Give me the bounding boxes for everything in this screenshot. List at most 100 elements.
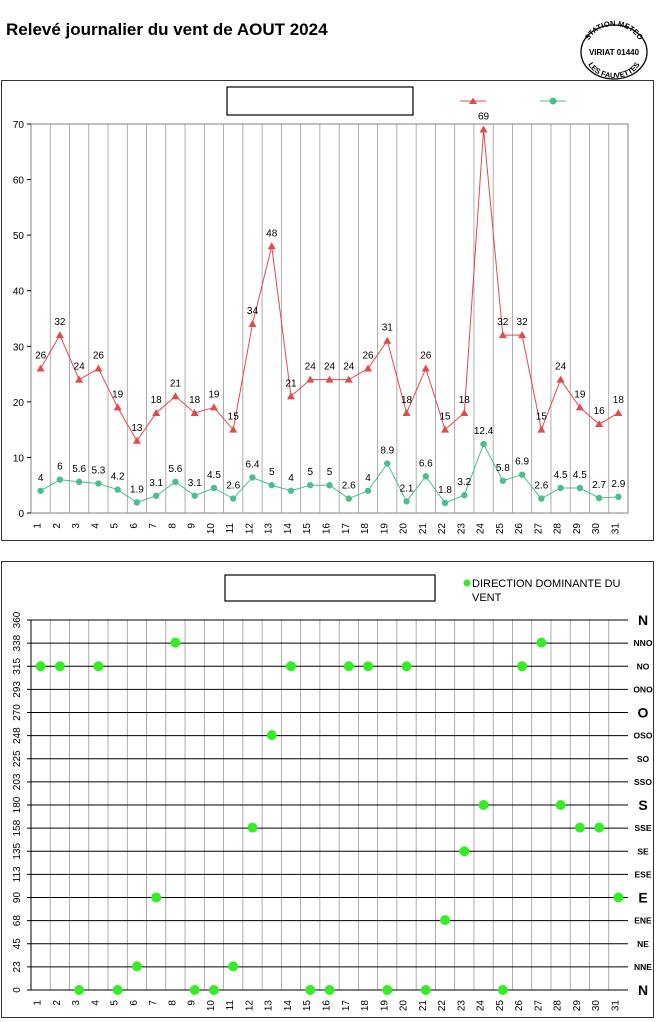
gust-data-label: 32 bbox=[54, 317, 66, 328]
mean-wind-data-label: 2.6 bbox=[342, 481, 356, 492]
gust-point bbox=[267, 242, 276, 250]
mean-wind-data-label: 6.9 bbox=[515, 457, 529, 468]
x-tick-label: 8 bbox=[167, 1000, 178, 1006]
gust-point bbox=[556, 375, 565, 383]
gust-point bbox=[94, 364, 103, 372]
x-tick-label: 5 bbox=[110, 1000, 121, 1006]
mean-wind-data-label: 5.6 bbox=[168, 464, 182, 475]
y-tick-label: 315 bbox=[12, 657, 23, 674]
y-tick-label: 225 bbox=[12, 750, 23, 767]
stamp-line1: STATION METEO bbox=[583, 19, 645, 42]
gust-data-label: 34 bbox=[247, 306, 259, 317]
x-tick-label: 22 bbox=[437, 523, 448, 535]
direction-point bbox=[459, 846, 470, 857]
x-tick-label: 13 bbox=[264, 1000, 275, 1012]
mean-wind-point bbox=[75, 478, 83, 486]
x-tick-label: 13 bbox=[264, 523, 275, 535]
page-title: Relevé journalier du vent de AOUT 2024 bbox=[6, 20, 328, 39]
gust-point bbox=[421, 364, 430, 372]
x-tick-label: 31 bbox=[610, 523, 621, 535]
compass-label: O bbox=[638, 705, 649, 721]
y-tick-label: 270 bbox=[12, 704, 23, 721]
x-tick-label: 19 bbox=[379, 523, 390, 535]
gust-data-label: 26 bbox=[35, 351, 47, 362]
x-tick-label: 17 bbox=[341, 523, 352, 535]
gust-point bbox=[325, 375, 334, 383]
compass-label: OSO bbox=[634, 731, 653, 741]
mean-wind-data-label: 3.1 bbox=[149, 478, 163, 489]
mean-wind-data-label: 1.9 bbox=[130, 484, 144, 495]
y-tick-label: 338 bbox=[12, 634, 23, 651]
y-tick-label: 293 bbox=[12, 681, 23, 698]
gust-data-label: 19 bbox=[208, 389, 220, 400]
x-tick-label: 9 bbox=[187, 1000, 198, 1006]
chart-title-box bbox=[224, 574, 436, 602]
direction-point bbox=[208, 985, 219, 995]
gust-point bbox=[575, 403, 584, 411]
compass-label: ESE bbox=[634, 869, 651, 879]
mean-wind-point bbox=[441, 499, 449, 507]
direction-point bbox=[382, 985, 393, 995]
direction-point bbox=[517, 661, 528, 672]
direction-point bbox=[324, 985, 335, 995]
mean-wind-point bbox=[56, 476, 64, 483]
gust-data-label: 21 bbox=[170, 378, 182, 389]
mean-wind-point bbox=[403, 498, 410, 505]
gust-point bbox=[75, 375, 84, 383]
gust-point bbox=[364, 364, 373, 372]
direction-point bbox=[151, 892, 162, 903]
gust-data-label: 31 bbox=[382, 323, 394, 334]
direction-point bbox=[343, 661, 354, 672]
compass-label: NNO bbox=[634, 638, 653, 648]
mean-wind-point bbox=[595, 494, 603, 502]
x-tick-label: 2 bbox=[52, 1000, 63, 1006]
mean-wind-data-label: 1.8 bbox=[438, 485, 452, 496]
y-tick-label: 30 bbox=[13, 342, 25, 353]
gust-point bbox=[537, 425, 546, 433]
x-tick-label: 24 bbox=[476, 523, 487, 535]
gust-point bbox=[209, 403, 218, 411]
mean-wind-point bbox=[37, 487, 44, 494]
mean-wind-data-label: 4.5 bbox=[554, 470, 568, 481]
compass-label: SE bbox=[637, 846, 649, 856]
x-tick-label: 24 bbox=[476, 1000, 487, 1012]
y-tick-label: 248 bbox=[12, 727, 23, 744]
mean-wind-point bbox=[557, 484, 564, 492]
x-tick-label: 16 bbox=[322, 523, 333, 535]
direction-point bbox=[54, 661, 65, 672]
direction-point bbox=[574, 822, 585, 833]
gust-data-label: 18 bbox=[613, 395, 625, 406]
gust-point bbox=[344, 375, 353, 383]
x-tick-label: 20 bbox=[399, 523, 410, 535]
compass-label: E bbox=[638, 890, 647, 906]
compass-label: S bbox=[638, 797, 647, 813]
mean-wind-data-label: 2.9 bbox=[611, 479, 625, 490]
y-tick-label: 360 bbox=[12, 611, 23, 628]
y-tick-label: 45 bbox=[12, 938, 23, 950]
mean-wind-data-label: 8.9 bbox=[380, 446, 394, 457]
mean-wind-point bbox=[268, 482, 275, 489]
x-tick-label: 25 bbox=[495, 1000, 506, 1012]
direction-point bbox=[305, 985, 316, 995]
x-tick-label: 19 bbox=[379, 1000, 390, 1012]
mean-wind-point bbox=[326, 482, 333, 489]
gust-data-label: 18 bbox=[151, 395, 163, 406]
x-tick-label: 12 bbox=[244, 1000, 255, 1012]
direction-point bbox=[594, 822, 605, 833]
gust-data-label: 15 bbox=[228, 412, 240, 423]
gust-data-label: 15 bbox=[536, 412, 548, 423]
x-tick-label: 3 bbox=[71, 523, 82, 529]
compass-label: N bbox=[638, 982, 648, 998]
gust-data-label: 26 bbox=[362, 351, 374, 362]
x-tick-label: 14 bbox=[283, 523, 294, 535]
direction-point bbox=[555, 800, 566, 810]
x-tick-label: 14 bbox=[283, 1000, 294, 1012]
gust-point bbox=[113, 403, 122, 411]
direction-point bbox=[536, 637, 547, 648]
x-tick-label: 1 bbox=[33, 1000, 44, 1006]
direction-point bbox=[401, 661, 412, 672]
direction-point bbox=[131, 961, 142, 972]
x-tick-label: 18 bbox=[360, 523, 371, 535]
mean-wind-point bbox=[518, 471, 526, 478]
svg-text:LES FAUVETTES: LES FAUVETTES bbox=[586, 60, 641, 80]
